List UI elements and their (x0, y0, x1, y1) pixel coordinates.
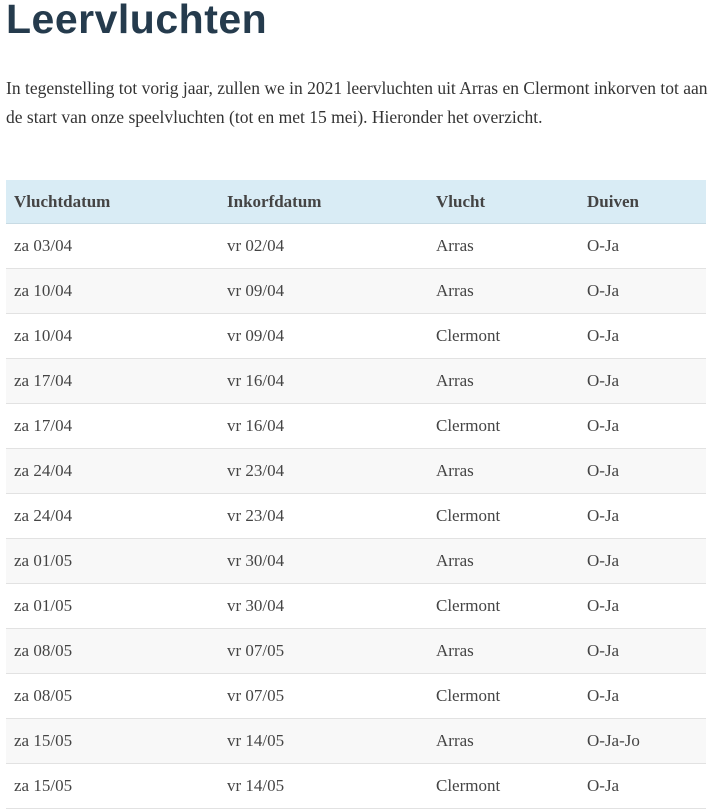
cell-vlucht: Arras (428, 223, 579, 269)
table-row: za 24/04 vr 23/04 Clermont O-Ja (6, 493, 706, 539)
cell-inkorfdatum: vr 14/05 (219, 718, 428, 764)
flights-table: Vluchtdatum Inkorfdatum Vlucht Duiven za… (6, 180, 706, 809)
header-inkorfdatum: Inkorfdatum (219, 180, 428, 224)
cell-vlucht: Clermont (428, 493, 579, 539)
table-row: za 17/04 vr 16/04 Arras O-Ja (6, 358, 706, 404)
cell-duiven: O-Ja (579, 538, 706, 584)
cell-duiven: O-Ja (579, 313, 706, 359)
cell-duiven: O-Ja (579, 448, 706, 494)
cell-vluchtdatum: za 17/04 (6, 403, 219, 449)
cell-vluchtdatum: za 08/05 (6, 673, 219, 719)
cell-vluchtdatum: za 03/04 (6, 223, 219, 269)
cell-inkorfdatum: vr 07/05 (219, 628, 428, 674)
cell-inkorfdatum: vr 14/05 (219, 763, 428, 809)
cell-vlucht: Arras (428, 268, 579, 314)
table-row: za 17/04 vr 16/04 Clermont O-Ja (6, 403, 706, 449)
cell-inkorfdatum: vr 09/04 (219, 268, 428, 314)
cell-vlucht: Arras (428, 628, 579, 674)
cell-inkorfdatum: vr 16/04 (219, 403, 428, 449)
cell-duiven: O-Ja (579, 673, 706, 719)
cell-inkorfdatum: vr 07/05 (219, 673, 428, 719)
cell-vluchtdatum: za 24/04 (6, 493, 219, 539)
cell-inkorfdatum: vr 09/04 (219, 313, 428, 359)
page-title: Leervluchten (6, 0, 268, 42)
cell-duiven: O-Ja-Jo (579, 718, 706, 764)
cell-duiven: O-Ja (579, 223, 706, 269)
cell-vlucht: Arras (428, 538, 579, 584)
table-row: za 08/05 vr 07/05 Clermont O-Ja (6, 673, 706, 719)
cell-vlucht: Arras (428, 718, 579, 764)
table-row: za 15/05 vr 14/05 Arras O-Ja-Jo (6, 718, 706, 764)
table-header-row: Vluchtdatum Inkorfdatum Vlucht Duiven (6, 180, 706, 224)
cell-inkorfdatum: vr 30/04 (219, 538, 428, 584)
cell-duiven: O-Ja (579, 493, 706, 539)
cell-inkorfdatum: vr 16/04 (219, 358, 428, 404)
table-row: za 01/05 vr 30/04 Arras O-Ja (6, 538, 706, 584)
cell-vluchtdatum: za 15/05 (6, 718, 219, 764)
cell-vluchtdatum: za 01/05 (6, 538, 219, 584)
cell-vluchtdatum: za 24/04 (6, 448, 219, 494)
table-row: za 24/04 vr 23/04 Arras O-Ja (6, 448, 706, 494)
cell-vlucht: Clermont (428, 673, 579, 719)
cell-inkorfdatum: vr 30/04 (219, 583, 428, 629)
cell-vlucht: Arras (428, 448, 579, 494)
cell-vluchtdatum: za 01/05 (6, 583, 219, 629)
table-row: za 10/04 vr 09/04 Arras O-Ja (6, 268, 706, 314)
cell-vluchtdatum: za 10/04 (6, 313, 219, 359)
cell-vlucht: Arras (428, 358, 579, 404)
cell-duiven: O-Ja (579, 763, 706, 809)
table-row: za 10/04 vr 09/04 Clermont O-Ja (6, 313, 706, 359)
cell-vluchtdatum: za 15/05 (6, 763, 219, 809)
cell-vlucht: Clermont (428, 583, 579, 629)
cell-inkorfdatum: vr 23/04 (219, 448, 428, 494)
header-vluchtdatum: Vluchtdatum (6, 180, 219, 224)
table-row: za 08/05 vr 07/05 Arras O-Ja (6, 628, 706, 674)
table-row: za 03/04 vr 02/04 Arras O-Ja (6, 223, 706, 269)
cell-duiven: O-Ja (579, 358, 706, 404)
cell-vluchtdatum: za 08/05 (6, 628, 219, 674)
cell-vluchtdatum: za 17/04 (6, 358, 219, 404)
header-vlucht: Vlucht (428, 180, 579, 224)
table-row: za 01/05 vr 30/04 Clermont O-Ja (6, 583, 706, 629)
cell-inkorfdatum: vr 23/04 (219, 493, 428, 539)
table-row: za 15/05 vr 14/05 Clermont O-Ja (6, 763, 706, 809)
header-duiven: Duiven (579, 180, 706, 224)
cell-inkorfdatum: vr 02/04 (219, 223, 428, 269)
cell-vlucht: Clermont (428, 403, 579, 449)
cell-duiven: O-Ja (579, 628, 706, 674)
cell-vluchtdatum: za 10/04 (6, 268, 219, 314)
cell-duiven: O-Ja (579, 583, 706, 629)
cell-duiven: O-Ja (579, 268, 706, 314)
intro-text: In tegenstelling tot vorig jaar, zullen … (6, 78, 708, 127)
cell-vlucht: Clermont (428, 763, 579, 809)
cell-duiven: O-Ja (579, 403, 706, 449)
cell-vlucht: Clermont (428, 313, 579, 359)
